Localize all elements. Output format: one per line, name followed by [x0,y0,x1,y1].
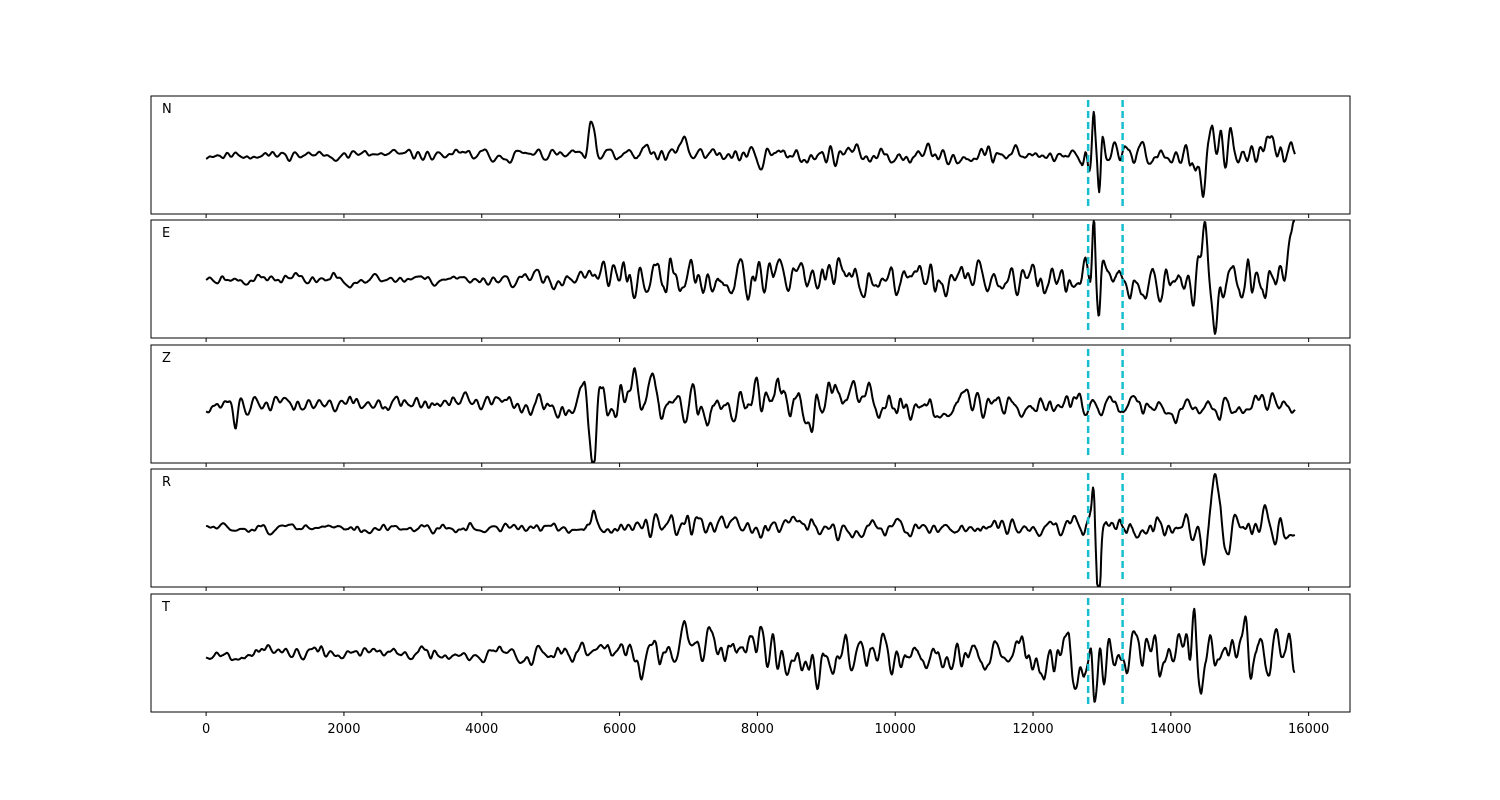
panel-t: T [150,593,1351,716]
panel-frame [150,95,1351,215]
x-tick-label: 10000 [875,722,916,737]
x-tick-label: 0 [202,722,210,737]
panel-n: N [150,95,1351,218]
x-tick-label: 4000 [465,722,498,737]
trace-t [205,607,1296,703]
x-tick-label: 2000 [327,722,360,737]
panel-frame [150,344,1351,464]
trace-e [205,220,1296,335]
panel-label-n: N [162,102,172,117]
panels-group: N E Z R T [150,95,1351,716]
x-tick-label: 16000 [1288,722,1329,737]
x-tick-label: 8000 [741,722,774,737]
trace-n [205,110,1296,198]
panel-label-t: T [161,600,170,615]
x-tick-label: 6000 [603,722,636,737]
x-tick-label: 14000 [1150,722,1191,737]
panel-frame [150,219,1351,339]
panel-label-r: R [162,475,171,490]
x-tick-label: 12000 [1012,722,1053,737]
trace-r [205,473,1296,587]
panel-e: E [150,219,1351,342]
panel-label-z: Z [162,351,171,366]
x-axis: 0 2000 4000 6000 8000 10000 12000 14000 16000 [202,722,1329,737]
panel-label-e: E [162,226,170,241]
panel-z: Z [150,344,1351,467]
panel-r: R [150,468,1351,591]
panel-frame [150,468,1351,588]
trace-z [205,367,1296,463]
panel-frame [150,593,1351,713]
